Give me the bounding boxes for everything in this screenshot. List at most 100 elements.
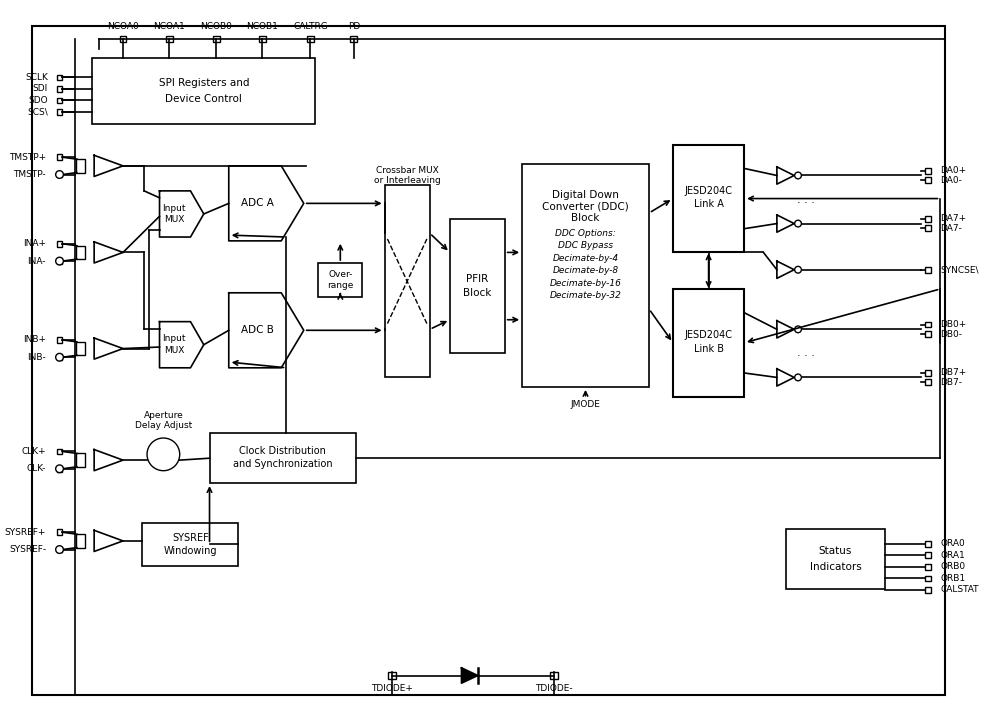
Bar (925, 322, 931, 327)
Circle shape (56, 354, 64, 361)
Circle shape (794, 220, 801, 227)
Text: NCOB1: NCOB1 (246, 22, 278, 31)
Bar (925, 587, 931, 593)
Text: JESD204C: JESD204C (684, 186, 733, 196)
Bar (57, 258, 63, 264)
Text: SPI Registers and: SPI Registers and (158, 78, 249, 88)
Bar (77, 159, 85, 173)
Text: ORB1: ORB1 (941, 574, 965, 583)
Text: Input: Input (162, 335, 186, 343)
Polygon shape (777, 261, 794, 278)
Polygon shape (777, 215, 794, 232)
Text: INA+: INA+ (23, 240, 46, 248)
Text: Clock Distribution: Clock Distribution (240, 446, 326, 455)
Text: Converter (DDC): Converter (DDC) (542, 201, 628, 211)
Text: Digital Down: Digital Down (552, 189, 619, 200)
Circle shape (56, 257, 64, 265)
Bar (57, 529, 63, 535)
Text: TMSTP+: TMSTP+ (9, 152, 46, 162)
Text: PD: PD (348, 22, 359, 31)
Bar (307, 36, 314, 42)
Text: Windowing: Windowing (164, 546, 217, 556)
Bar (57, 354, 63, 360)
Text: NCOB0: NCOB0 (200, 22, 232, 31)
Bar (925, 370, 931, 375)
Text: SYNCSE\: SYNCSE\ (941, 265, 979, 274)
Polygon shape (159, 191, 203, 237)
Polygon shape (777, 321, 794, 338)
Polygon shape (777, 369, 794, 386)
Text: SYSREF+: SYSREF+ (5, 528, 46, 537)
Text: JESD204C: JESD204C (684, 330, 733, 340)
Text: DB7-: DB7- (941, 378, 962, 387)
Bar (92, 58, 315, 123)
Bar (925, 177, 931, 183)
Text: Block: Block (572, 213, 600, 223)
Circle shape (794, 266, 801, 273)
Text: DB0+: DB0+ (941, 320, 966, 329)
Text: TDIODE+: TDIODE+ (371, 683, 413, 693)
Text: ADC B: ADC B (241, 325, 274, 335)
Text: CLK-: CLK- (27, 464, 46, 473)
Bar (925, 168, 931, 174)
Text: SDI: SDI (32, 84, 48, 94)
Bar (57, 86, 63, 91)
Bar (166, 36, 173, 42)
Polygon shape (777, 167, 794, 184)
Text: Status: Status (819, 547, 852, 556)
Text: TDIODE-: TDIODE- (535, 683, 573, 693)
Text: MUX: MUX (164, 215, 185, 224)
Bar (925, 552, 931, 558)
Text: Input: Input (162, 204, 186, 213)
Bar (925, 576, 931, 582)
Bar (77, 454, 85, 467)
Bar (925, 331, 931, 337)
Text: CALTRG: CALTRG (293, 22, 328, 31)
Text: ORA0: ORA0 (941, 539, 965, 548)
Text: DDC Options:: DDC Options: (555, 229, 616, 237)
Text: PFIR: PFIR (466, 274, 488, 285)
Circle shape (56, 465, 64, 473)
Text: ORA1: ORA1 (941, 551, 965, 560)
Text: DA0+: DA0+ (941, 166, 966, 175)
Bar (673, 144, 744, 253)
Text: Over-: Over- (328, 269, 353, 279)
Text: DA7+: DA7+ (941, 214, 966, 224)
Text: . . .: . . . (796, 348, 815, 359)
Text: and Synchronization: and Synchronization (233, 459, 333, 469)
Bar (57, 97, 63, 103)
Bar (57, 109, 63, 115)
Text: DB7+: DB7+ (941, 368, 966, 377)
Text: ADC A: ADC A (241, 198, 274, 208)
Bar (318, 263, 362, 297)
Text: SDO: SDO (28, 96, 48, 105)
Text: SCS\: SCS\ (27, 107, 48, 116)
Polygon shape (94, 338, 123, 359)
Bar (673, 289, 744, 396)
Bar (925, 226, 931, 232)
Polygon shape (94, 242, 123, 263)
Text: DDC Bypass: DDC Bypass (558, 241, 613, 250)
Bar (925, 564, 931, 570)
Bar (142, 523, 239, 566)
Bar (57, 547, 63, 552)
Text: Indicators: Indicators (810, 562, 861, 572)
Bar (57, 241, 63, 247)
Bar (522, 164, 649, 387)
Text: CLK+: CLK+ (22, 447, 46, 456)
Bar (925, 541, 931, 547)
Text: JMODE: JMODE (571, 400, 600, 409)
Text: DB0-: DB0- (941, 330, 962, 338)
Text: INA-: INA- (27, 256, 46, 266)
Text: DA0-: DA0- (941, 176, 962, 185)
Text: Delay Adjust: Delay Adjust (135, 421, 192, 430)
Text: Block: Block (464, 287, 492, 298)
Polygon shape (94, 449, 123, 470)
Text: INB-: INB- (27, 353, 46, 362)
Text: Link A: Link A (693, 200, 724, 209)
Bar (57, 75, 63, 81)
Bar (209, 433, 355, 484)
Text: Crossbar MUX: Crossbar MUX (376, 166, 439, 175)
Bar (385, 185, 430, 378)
Text: Aperture: Aperture (143, 412, 184, 420)
